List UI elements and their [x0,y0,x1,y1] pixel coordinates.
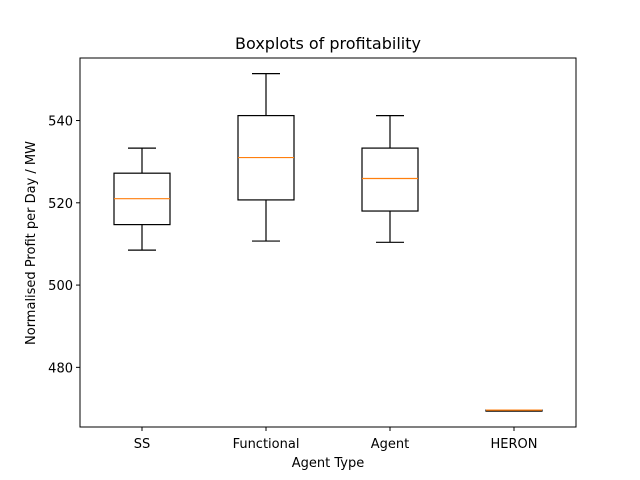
x-tick-label: Agent [371,437,409,452]
x-tick-label: SS [134,437,151,452]
y-tick-label: 520 [48,197,73,212]
x-axis-label: Agent Type [292,456,364,471]
y-tick-label: 540 [48,115,73,130]
y-tick-label: 480 [48,361,73,376]
x-tick-label: Functional [233,437,300,452]
x-tick-label: HERON [491,437,538,452]
chart-title: Boxplots of profitability [235,34,421,53]
y-axis-label: Normalised Profit per Day / MW [24,141,39,345]
plot-area: 480 500 520 540 SS Functional Agent HERON [48,73,543,452]
y-tick-label: 500 [48,279,73,294]
axes-frame [79,57,577,428]
box-agent [361,147,419,212]
